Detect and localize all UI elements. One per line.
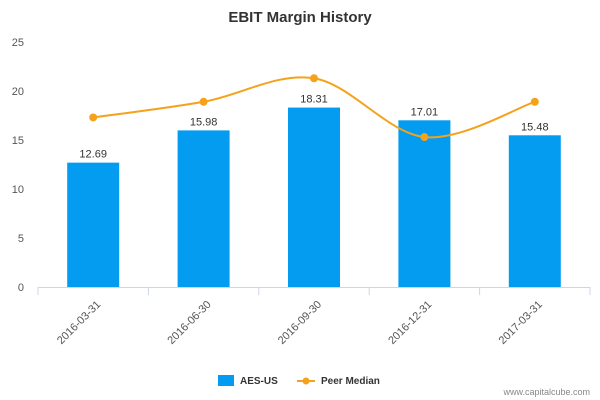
legend-marker-peer bbox=[302, 377, 310, 385]
peer-median-point[interactable] bbox=[199, 97, 208, 106]
x-tick-label: 2016-03-31 bbox=[55, 299, 103, 347]
bar[interactable] bbox=[398, 120, 451, 287]
y-tick-label: 0 bbox=[18, 282, 24, 294]
peer-median-point[interactable] bbox=[310, 74, 318, 83]
peer-median-point[interactable] bbox=[420, 133, 429, 142]
bar[interactable] bbox=[508, 135, 561, 287]
data-labels: 12.69 15.98 18.31 17.01 15.48 bbox=[79, 94, 548, 161]
x-tick-label: 2016-06-30 bbox=[165, 299, 213, 347]
legend[interactable]: AES-US Peer Median bbox=[218, 375, 380, 387]
bar-data-label: 12.69 bbox=[79, 149, 107, 161]
x-tick-label: 2017-03-31 bbox=[497, 299, 545, 347]
bar-data-label: 17.01 bbox=[411, 106, 439, 118]
credit-text[interactable]: www.capitalcube.com bbox=[502, 387, 590, 397]
bar[interactable] bbox=[288, 107, 340, 287]
bar-series bbox=[67, 107, 561, 287]
y-tick-label: 25 bbox=[12, 37, 24, 49]
y-axis: 0 5 10 15 20 25 bbox=[12, 37, 24, 294]
bar-data-label: 15.48 bbox=[521, 121, 549, 133]
bar[interactable] bbox=[67, 162, 120, 287]
y-tick-label: 15 bbox=[12, 135, 24, 147]
peer-median-series bbox=[89, 74, 539, 142]
peer-median-point[interactable] bbox=[530, 97, 539, 106]
x-tick-label: 2016-09-30 bbox=[276, 299, 324, 347]
legend-swatch-aes bbox=[218, 375, 234, 386]
x-axis: 2016-03-31 2016-06-30 2016-09-30 2016-12-31… bbox=[37, 287, 591, 347]
bar-data-label: 15.98 bbox=[190, 116, 218, 128]
y-tick-label: 10 bbox=[12, 184, 24, 196]
chart-title: EBIT Margin History bbox=[228, 9, 372, 26]
peer-median-point[interactable] bbox=[89, 113, 98, 122]
legend-label-peer: Peer Median bbox=[321, 376, 380, 387]
bar-data-label: 18.31 bbox=[300, 94, 328, 106]
y-tick-label: 5 bbox=[18, 233, 24, 245]
y-tick-label: 20 bbox=[12, 86, 24, 98]
bar[interactable] bbox=[177, 130, 230, 287]
x-tick-label: 2016-12-31 bbox=[386, 299, 434, 347]
legend-label-aes: AES-US bbox=[240, 376, 278, 387]
